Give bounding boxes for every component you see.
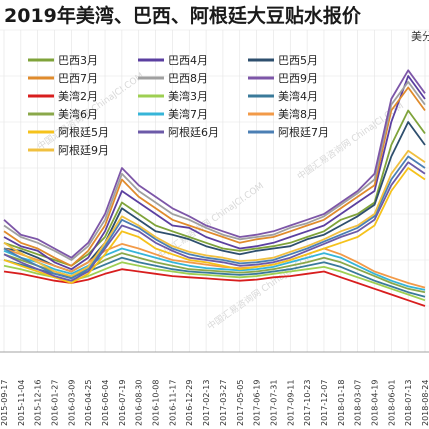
legend-label: 美湾3月 bbox=[168, 89, 208, 103]
x-tick-label: 2016-10-08 bbox=[152, 380, 161, 427]
x-tick-label: 2016-07-19 bbox=[118, 380, 127, 427]
legend-label: 美湾2月 bbox=[58, 89, 98, 103]
x-tick-label: 2018-01-18 bbox=[337, 380, 346, 427]
legend-label: 巴西9月 bbox=[278, 72, 318, 85]
x-tick-label: 2015-09-17 bbox=[0, 380, 9, 427]
x-tick-label: 2017-12-07 bbox=[320, 380, 329, 427]
series-line bbox=[3, 86, 426, 267]
x-tick-label: 2017-03-27 bbox=[219, 380, 228, 427]
x-tick-label: 2018-06-01 bbox=[387, 380, 396, 427]
legend-label: 阿根廷7月 bbox=[278, 125, 329, 139]
x-tick-label: 2016-06-04 bbox=[101, 380, 110, 427]
x-tick-label: 2016-11-17 bbox=[168, 380, 177, 427]
series-line bbox=[3, 155, 426, 280]
series-line bbox=[3, 167, 426, 284]
chart-title: 2019年美湾、巴西、阿根廷大豆贴水报价 bbox=[4, 4, 362, 27]
x-tick-label: 2016-03-09 bbox=[67, 380, 76, 427]
series-lines bbox=[3, 69, 426, 307]
x-tick-label: 2017-07-31 bbox=[269, 380, 278, 427]
legend-label: 巴西4月 bbox=[168, 54, 208, 67]
legend-label: 巴西3月 bbox=[58, 54, 98, 67]
x-tick-label: 2018-03-07 bbox=[354, 380, 363, 427]
series-line bbox=[3, 149, 426, 277]
x-tick-label: 2016-04-25 bbox=[84, 380, 93, 427]
x-tick-label: 2017-05-05 bbox=[236, 380, 245, 427]
x-axis: 2015-09-17 2015-11-04 2015-12-16 2016-01-27… bbox=[0, 351, 429, 427]
legend-label: 巴西5月 bbox=[278, 54, 318, 67]
legend-label: 巴西7月 bbox=[58, 72, 98, 85]
series-line bbox=[3, 243, 426, 289]
x-tick-label: 2016-12-29 bbox=[185, 380, 194, 427]
x-tick-label: 2015-12-16 bbox=[34, 380, 43, 427]
x-tick-label: 2017-02-13 bbox=[202, 380, 211, 427]
x-tick-label: 2016-08-30 bbox=[135, 380, 144, 427]
series-line bbox=[3, 75, 426, 271]
x-tick-label: 2017-09-11 bbox=[286, 380, 295, 427]
series-line bbox=[3, 161, 426, 282]
unit-label: 美分 bbox=[411, 30, 429, 43]
series-line bbox=[3, 80, 426, 261]
legend-label: 美湾6月 bbox=[58, 107, 98, 121]
legend-label: 阿根廷6月 bbox=[168, 125, 219, 139]
legend-label: 阿根廷5月 bbox=[58, 125, 109, 139]
series-line bbox=[3, 69, 426, 259]
x-tick-label: 2018-04-19 bbox=[370, 380, 379, 427]
legend-label: 阿根廷9月 bbox=[58, 143, 109, 157]
x-tick-label: 2018-08-24 bbox=[421, 380, 429, 427]
legend-label: 巴西8月 bbox=[168, 72, 208, 85]
x-tick-label: 2016-01-27 bbox=[51, 380, 60, 427]
legend-label: 美湾8月 bbox=[278, 107, 318, 121]
x-tick-label: 2017-10-23 bbox=[303, 380, 312, 427]
x-tick-label: 2017-06-19 bbox=[253, 380, 262, 427]
x-tick-label: 2018-07-13 bbox=[404, 380, 413, 427]
legend-label: 美湾4月 bbox=[278, 89, 318, 103]
legend-label: 美湾7月 bbox=[168, 107, 208, 121]
series-line bbox=[3, 247, 426, 291]
x-tick-label: 2015-11-04 bbox=[17, 380, 26, 427]
